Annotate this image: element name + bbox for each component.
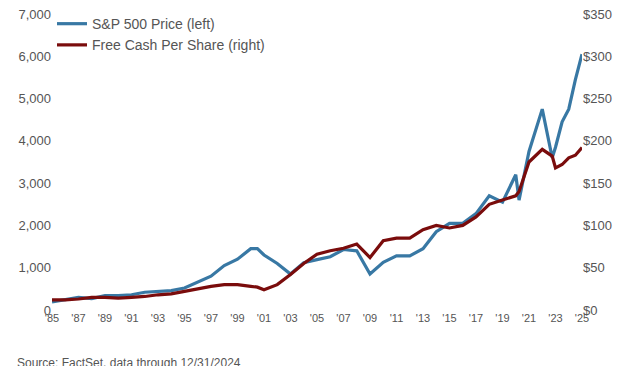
svg-text:'07: '07 xyxy=(336,312,350,324)
svg-text:$200: $200 xyxy=(583,133,612,148)
svg-text:'11: '11 xyxy=(390,312,404,324)
svg-text:'01: '01 xyxy=(257,312,271,324)
svg-text:6,000: 6,000 xyxy=(18,49,51,64)
svg-text:$150: $150 xyxy=(583,176,612,191)
svg-text:'17: '17 xyxy=(469,312,483,324)
svg-text:$0: $0 xyxy=(583,303,597,318)
svg-text:'23: '23 xyxy=(548,312,562,324)
svg-text:'99: '99 xyxy=(230,312,244,324)
svg-text:'93: '93 xyxy=(151,312,165,324)
svg-text:$250: $250 xyxy=(583,91,612,106)
svg-text:'09: '09 xyxy=(363,312,377,324)
svg-text:Free Cash Per Share (right): Free Cash Per Share (right) xyxy=(92,37,265,53)
svg-text:'19: '19 xyxy=(495,312,509,324)
svg-text:7,000: 7,000 xyxy=(18,7,51,22)
svg-text:$300: $300 xyxy=(583,49,612,64)
svg-text:4,000: 4,000 xyxy=(18,133,51,148)
svg-text:0: 0 xyxy=(44,303,51,318)
svg-text:$100: $100 xyxy=(583,218,612,233)
svg-text:'95: '95 xyxy=(177,312,191,324)
svg-text:'85: '85 xyxy=(45,312,59,324)
svg-text:3,000: 3,000 xyxy=(18,176,51,191)
svg-text:S&P 500 Price (left): S&P 500 Price (left) xyxy=(92,16,215,32)
svg-text:'03: '03 xyxy=(283,312,297,324)
svg-text:'25: '25 xyxy=(575,312,589,324)
svg-text:'91: '91 xyxy=(124,312,138,324)
svg-text:5,000: 5,000 xyxy=(18,91,51,106)
svg-text:1,000: 1,000 xyxy=(18,260,51,275)
svg-text:Source: FactSet, data through: Source: FactSet, data through 12/31/2024 xyxy=(17,356,241,366)
svg-text:'13: '13 xyxy=(416,312,430,324)
svg-text:$350: $350 xyxy=(583,7,612,22)
svg-text:'15: '15 xyxy=(442,312,456,324)
svg-text:'97: '97 xyxy=(204,312,218,324)
svg-text:'21: '21 xyxy=(522,312,536,324)
svg-text:'05: '05 xyxy=(310,312,324,324)
svg-text:2,000: 2,000 xyxy=(18,218,51,233)
svg-text:'87: '87 xyxy=(71,312,85,324)
svg-text:$50: $50 xyxy=(583,260,605,275)
svg-text:'89: '89 xyxy=(98,312,112,324)
